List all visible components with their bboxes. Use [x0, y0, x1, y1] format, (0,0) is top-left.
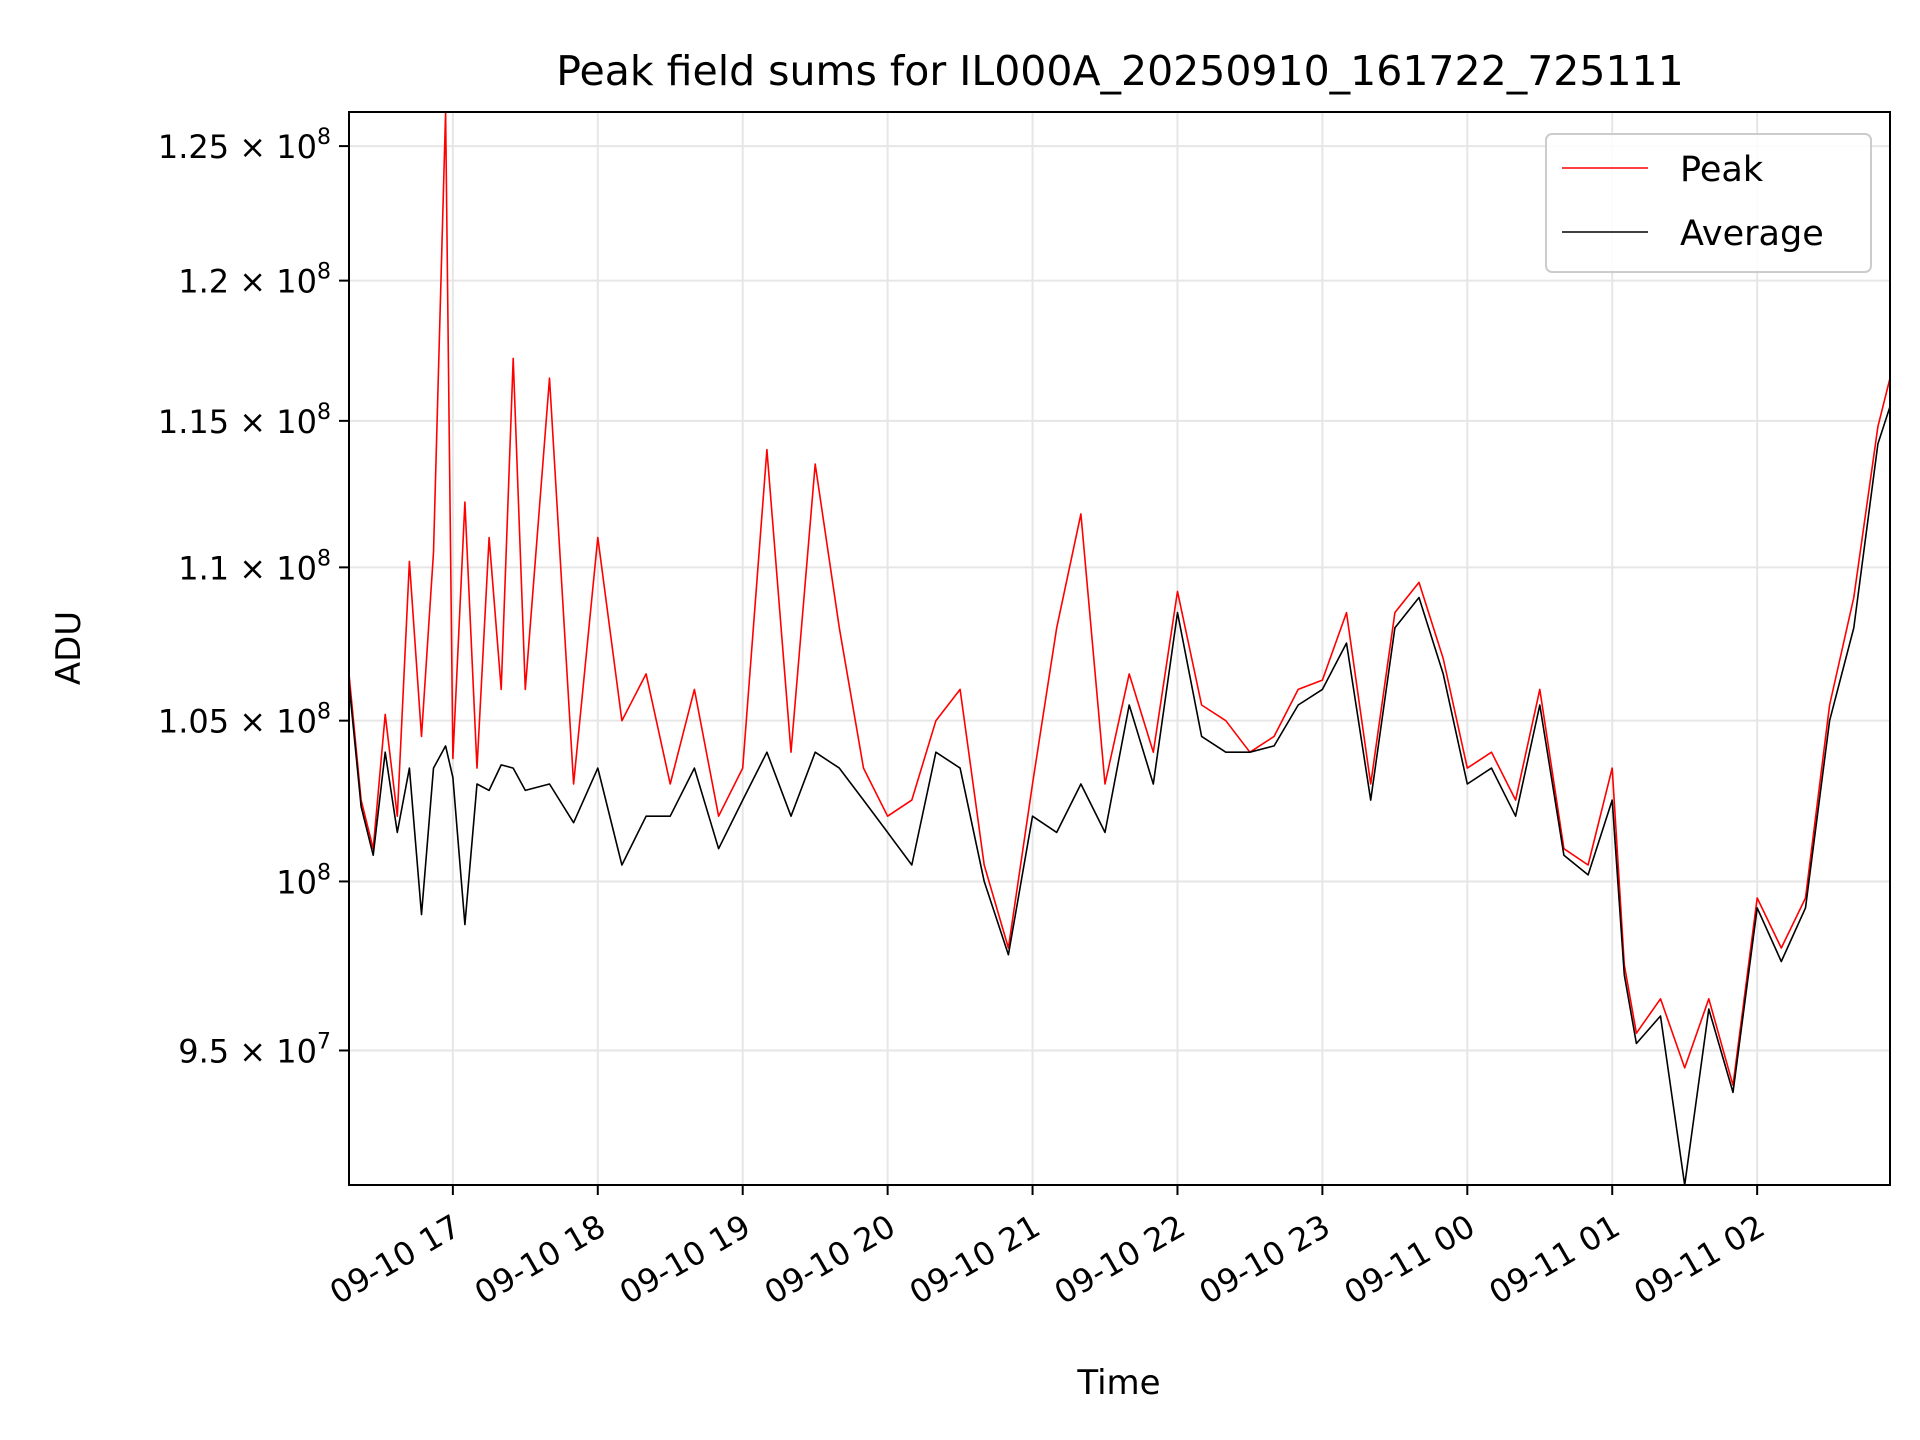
x-tick-label: 09-10 19	[613, 1207, 757, 1312]
grid	[349, 112, 1890, 1185]
series-line-peak	[348, 111, 1891, 1087]
series-line-average	[348, 406, 1891, 1186]
y-axis: 9.5 × 107 108 1.05 × 108 1.1 × 108 1.15 × 10…	[158, 125, 349, 1070]
x-axis: 09-10 17 09-10 18 09-10 19 09-10 20 09-10 21…	[323, 1185, 1771, 1312]
y-axis-label: ADU	[49, 611, 89, 685]
x-tick-label: 09-10 18	[468, 1207, 612, 1312]
y-tick-label: 1.05 × 108	[158, 700, 331, 741]
x-tick-label: 09-10 21	[903, 1207, 1047, 1312]
y-tick-label: 1.25 × 108	[158, 125, 331, 166]
x-axis-label: Time	[1076, 1363, 1160, 1403]
plot-frame	[348, 111, 1891, 1186]
x-tick-label: 09-11 01	[1483, 1207, 1627, 1312]
x-tick-label: 09-10 20	[758, 1207, 902, 1312]
x-tick-label: 09-10 22	[1048, 1207, 1192, 1312]
chart-title: Peak field sums for IL000A_20250910_1617…	[556, 47, 1683, 95]
legend: Peak Average	[1545, 133, 1872, 273]
series-layer	[348, 111, 1891, 1186]
legend-label-average: Average	[1680, 214, 1824, 254]
x-tick-label: 09-11 00	[1338, 1207, 1482, 1312]
legend-label-peak: Peak	[1680, 150, 1764, 190]
x-tick-label: 09-10 17	[323, 1207, 467, 1312]
y-tick-label: 1.1 × 108	[178, 546, 331, 587]
y-tick-label: 108	[276, 860, 331, 901]
x-tick-label: 09-11 02	[1628, 1207, 1772, 1312]
x-tick-label: 09-10 23	[1193, 1207, 1337, 1312]
y-tick-label: 1.2 × 108	[178, 260, 331, 301]
y-tick-label: 1.15 × 108	[158, 400, 331, 441]
y-tick-label: 9.5 × 107	[178, 1029, 331, 1070]
